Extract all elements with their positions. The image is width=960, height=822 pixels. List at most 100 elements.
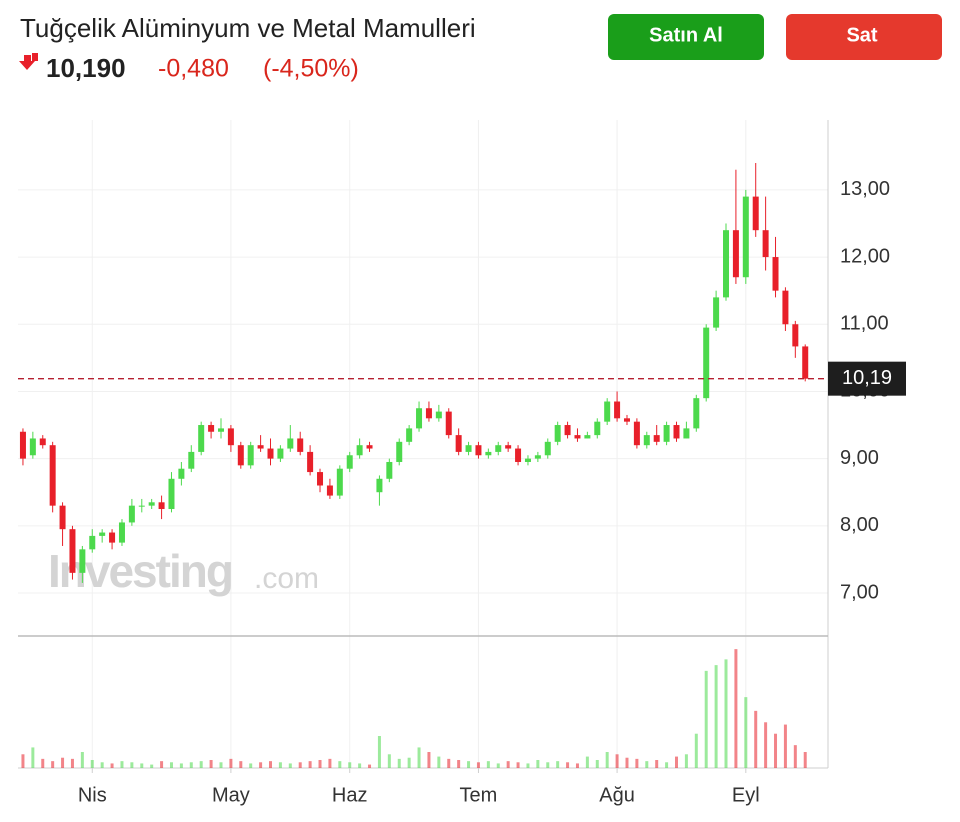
candle-body — [465, 445, 472, 452]
candle-body — [69, 529, 76, 573]
x-tick-label: Tem — [460, 784, 498, 806]
candle-body — [356, 445, 363, 456]
price-change-pct: (-4,50%) — [263, 55, 359, 83]
candle-body — [505, 445, 512, 449]
y-tick-label: 11,00 — [840, 313, 889, 335]
candle-body — [89, 535, 96, 550]
candle-body — [643, 435, 650, 446]
x-tick-label: Nis — [78, 784, 107, 806]
candle-body — [208, 425, 215, 432]
y-tick-label: 13,00 — [840, 178, 890, 200]
candle-body — [683, 428, 690, 439]
candle-body — [287, 438, 294, 449]
candle-body — [138, 505, 145, 507]
candle-body — [772, 257, 779, 291]
candle-body — [564, 425, 571, 436]
candle-body — [366, 445, 373, 449]
candle-body — [59, 505, 66, 530]
candle-body — [198, 425, 205, 452]
candle-body — [376, 478, 383, 493]
candle-body — [762, 230, 769, 258]
candle-body — [604, 401, 611, 422]
candle-body — [317, 472, 324, 486]
x-tick-label: May — [212, 784, 250, 806]
candle-body — [168, 478, 175, 510]
candle-body — [663, 425, 670, 442]
price: 10,190 — [46, 53, 126, 83]
buy-button[interactable] — [608, 14, 764, 60]
candle-body — [406, 428, 413, 442]
sell-button-label[interactable]: Sat — [846, 24, 877, 46]
stock-title: Tuğçelik Alüminyum ve Metal Mamulleri — [20, 13, 476, 43]
candle-body — [416, 408, 423, 429]
candle-body — [534, 455, 541, 459]
candle-body — [326, 485, 333, 496]
x-tick-label: Haz — [332, 784, 368, 806]
candle-body — [118, 522, 125, 543]
candle-body — [723, 230, 730, 298]
candle-body — [554, 425, 561, 442]
candle-body — [29, 438, 36, 456]
candle-body — [792, 324, 799, 347]
x-tick-label: Ağu — [599, 784, 635, 806]
candle-body — [623, 418, 630, 422]
sell-button[interactable] — [786, 14, 942, 60]
candle-body — [544, 441, 551, 456]
candle-body — [435, 411, 442, 419]
candle-body — [693, 398, 700, 429]
candle-body — [19, 431, 26, 459]
y-tick-label: 12,00 — [840, 245, 890, 267]
candle-body — [495, 445, 502, 452]
candle-body — [237, 445, 244, 466]
candle-body — [475, 445, 482, 456]
watermark-suffix: .com — [254, 562, 319, 595]
candle-body — [217, 428, 224, 432]
candle-body — [277, 448, 284, 459]
candle-body — [455, 435, 462, 452]
candle-body — [782, 290, 789, 325]
candle-body — [99, 532, 106, 536]
x-tick-label: Eyl — [732, 784, 760, 806]
candle-body — [732, 230, 739, 278]
candle-body — [584, 435, 591, 439]
candle-body — [524, 458, 531, 462]
candle-body — [188, 451, 195, 469]
candle-body — [158, 502, 165, 510]
candle-body — [574, 435, 581, 439]
candle-body — [445, 411, 452, 436]
candle-body — [148, 502, 155, 506]
candle-body — [336, 468, 343, 496]
candle-body — [425, 408, 432, 419]
watermark: Investing — [48, 545, 232, 597]
candle-body — [257, 445, 264, 449]
last-price-label: 10,19 — [842, 367, 892, 389]
candle-body — [297, 438, 304, 452]
candle-body — [49, 445, 56, 506]
candle-body — [307, 451, 314, 473]
last-price-tag — [828, 361, 906, 396]
candle-body — [594, 421, 601, 436]
candle-body — [742, 196, 749, 278]
candle-body — [178, 468, 185, 479]
buy-button-label[interactable]: Satın Al — [649, 24, 723, 46]
candle-body — [128, 505, 135, 523]
price-change: -0,480 — [158, 55, 229, 83]
candle-body — [267, 448, 274, 459]
y-tick-label: 9,00 — [840, 447, 879, 469]
candle-body — [633, 421, 640, 446]
candle-body — [802, 346, 809, 379]
candle-body — [713, 297, 720, 328]
candle-body — [79, 549, 86, 573]
candle-body — [247, 445, 254, 466]
candle-body — [109, 532, 116, 543]
candle-body — [39, 438, 46, 446]
candle-body — [396, 441, 403, 462]
candle-body — [703, 327, 710, 399]
candle-body — [673, 425, 680, 439]
candle-body — [227, 428, 234, 446]
candle-body — [515, 448, 522, 462]
candle-body — [752, 196, 759, 231]
candle-body — [653, 435, 660, 442]
candle-body — [346, 455, 353, 469]
